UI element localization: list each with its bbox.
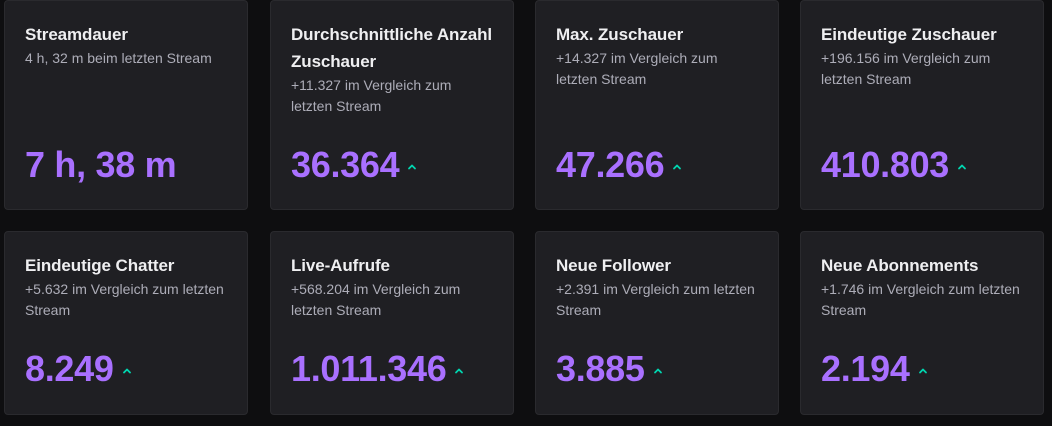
card-value: 2.194 (821, 348, 910, 389)
stat-card-live-views: Live-Aufrufe +568.204 im Vergleich zum l… (270, 231, 514, 415)
card-subtitle: +5.632 im Vergleich zum letzten Stream (25, 281, 224, 318)
stat-card-new-followers: Neue Follower +2.391 im Vergleich zum le… (535, 231, 779, 415)
card-value: 47.266 (556, 144, 665, 185)
stat-card-unique-chatters: Eindeutige Chatter +5.632 im Vergleich z… (4, 231, 248, 415)
card-value: 410.803 (821, 144, 950, 185)
stat-card-unique-viewers: Eindeutige Zuschauer +196.156 im Verglei… (800, 0, 1044, 210)
card-value: 3.885 (556, 348, 645, 389)
card-title: Neue Follower (556, 256, 671, 275)
trend-up-icon (672, 162, 682, 172)
card-subtitle: +14.327 im Vergleich zum letzten Stream (556, 50, 718, 87)
card-title: Live-Aufrufe (291, 256, 390, 275)
card-value: 1.011.346 (291, 348, 447, 389)
trend-up-icon (122, 366, 132, 376)
card-subtitle: +11.327 im Vergleich zum letzten Stream (291, 77, 452, 114)
trend-up-icon (918, 366, 928, 376)
card-subtitle: +2.391 im Vergleich zum letzten Stream (556, 281, 755, 318)
card-value: 7 h, 38 m (25, 144, 177, 185)
trend-up-icon (957, 162, 967, 172)
card-title: Durchschnittliche Anzahl Zuschauer (291, 25, 492, 71)
card-subtitle: 4 h, 32 m beim letzten Stream (25, 50, 212, 66)
card-title: Streamdauer (25, 25, 128, 44)
card-subtitle: +1.746 im Vergleich zum letzten Stream (821, 281, 1020, 318)
card-title: Max. Zuschauer (556, 25, 684, 44)
stat-card-max-viewers: Max. Zuschauer +14.327 im Vergleich zum … (535, 0, 779, 210)
stat-card-new-subscriptions: Neue Abonnements +1.746 im Vergleich zum… (800, 231, 1044, 415)
card-value: 8.249 (25, 348, 114, 389)
stat-card-stream-duration: Streamdauer 4 h, 32 m beim letzten Strea… (4, 0, 248, 210)
stat-card-average-viewers: Durchschnittliche Anzahl Zuschauer +11.3… (270, 0, 514, 210)
card-subtitle: +196.156 im Vergleich zum letzten Stream (821, 50, 991, 87)
card-subtitle: +568.204 im Vergleich zum letzten Stream (291, 281, 461, 318)
trend-up-icon (454, 366, 464, 376)
card-title: Eindeutige Chatter (25, 256, 175, 275)
card-value: 36.364 (291, 144, 400, 185)
card-title: Neue Abonnements (821, 256, 979, 275)
trend-up-icon (653, 366, 663, 376)
trend-up-icon (407, 162, 417, 172)
card-title: Eindeutige Zuschauer (821, 25, 997, 44)
